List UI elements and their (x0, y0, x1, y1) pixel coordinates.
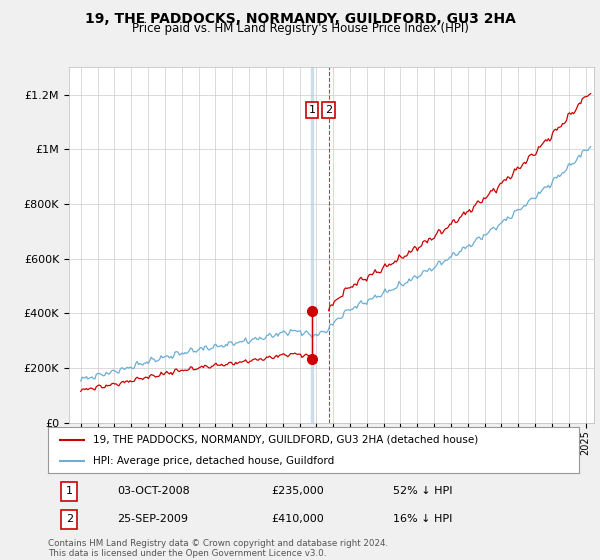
Text: Price paid vs. HM Land Registry's House Price Index (HPI): Price paid vs. HM Land Registry's House … (131, 22, 469, 35)
Text: 25-SEP-2009: 25-SEP-2009 (117, 514, 188, 524)
Text: 52% ↓ HPI: 52% ↓ HPI (393, 487, 452, 496)
Text: 2: 2 (325, 105, 332, 115)
Text: HPI: Average price, detached house, Guildford: HPI: Average price, detached house, Guil… (93, 456, 334, 466)
Text: £410,000: £410,000 (271, 514, 324, 524)
Text: Contains HM Land Registry data © Crown copyright and database right 2024.
This d: Contains HM Land Registry data © Crown c… (48, 539, 388, 558)
Text: 1: 1 (66, 487, 73, 496)
Text: 19, THE PADDOCKS, NORMANDY, GUILDFORD, GU3 2HA (detached house): 19, THE PADDOCKS, NORMANDY, GUILDFORD, G… (93, 435, 478, 445)
Text: 19, THE PADDOCKS, NORMANDY, GUILDFORD, GU3 2HA: 19, THE PADDOCKS, NORMANDY, GUILDFORD, G… (85, 12, 515, 26)
Text: £235,000: £235,000 (271, 487, 324, 496)
Text: 2: 2 (65, 514, 73, 524)
Bar (311, 67, 313, 423)
Text: 16% ↓ HPI: 16% ↓ HPI (393, 514, 452, 524)
Text: 03-OCT-2008: 03-OCT-2008 (117, 487, 190, 496)
Text: 1: 1 (308, 105, 316, 115)
